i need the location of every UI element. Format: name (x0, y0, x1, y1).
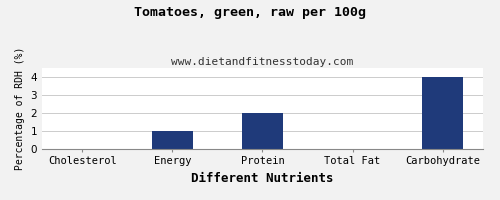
Title: www.dietandfitnesstoday.com: www.dietandfitnesstoday.com (172, 57, 354, 67)
Bar (422, 77, 463, 149)
X-axis label: Different Nutrients: Different Nutrients (191, 172, 334, 185)
Y-axis label: Percentage of RDH (%): Percentage of RDH (%) (15, 47, 25, 170)
Bar (242, 113, 282, 149)
Bar (152, 131, 192, 149)
Text: Tomatoes, green, raw per 100g: Tomatoes, green, raw per 100g (134, 6, 366, 19)
